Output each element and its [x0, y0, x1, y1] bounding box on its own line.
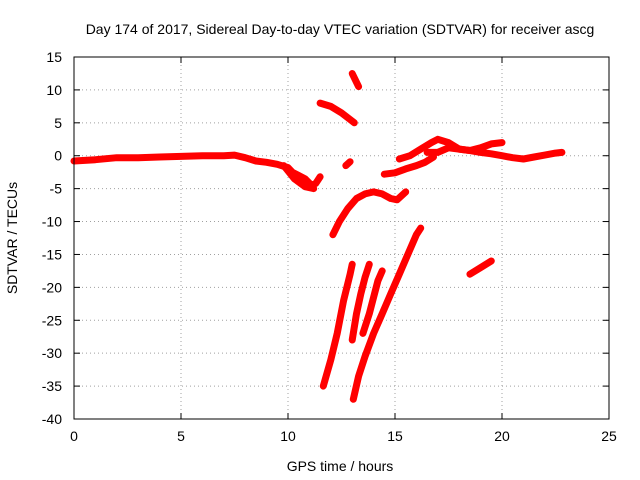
- x-tick-label: 10: [280, 428, 296, 444]
- y-tick-label: 0: [54, 148, 62, 164]
- series-arc-j: [349, 224, 425, 403]
- y-axis-label: SDTVAR / TECUs: [4, 182, 20, 294]
- series-arc-a: [316, 99, 358, 127]
- x-tick-label: 15: [387, 428, 403, 444]
- axis-ticks: 0 5 10 15 20 25 15 10 5 0 -5 -10 -15 -20 -25 -30 -35 -40: [42, 49, 617, 444]
- plot-frame: [73, 56, 610, 420]
- series-arc-c: [342, 158, 354, 170]
- y-tick-label: 15: [46, 49, 62, 65]
- data-series-group: [70, 70, 566, 403]
- series-arc-b: [348, 70, 363, 91]
- x-tick-label: 0: [70, 428, 78, 444]
- series-arc-g: [423, 144, 566, 163]
- chart-title: Day 174 of 2017, Sidereal Day-to-day VTE…: [86, 21, 595, 37]
- series-arc-l: [466, 257, 495, 278]
- series-arc-d: [329, 188, 410, 239]
- y-tick-label: -30: [42, 345, 62, 361]
- y-tick-label: 5: [54, 115, 62, 131]
- grid: [74, 57, 609, 419]
- series-arc-i: [348, 260, 373, 344]
- y-tick-label: -20: [42, 279, 62, 295]
- series-arc-k: [359, 267, 386, 337]
- series-baseline-branch: [280, 162, 318, 193]
- series-baseline: [70, 151, 324, 189]
- y-tick-label: -40: [42, 411, 62, 427]
- series-arc-h: [319, 260, 356, 390]
- y-tick-label: -35: [42, 378, 62, 394]
- x-tick-label: 20: [494, 428, 510, 444]
- series-arc-f: [395, 135, 506, 163]
- y-tick-label: 10: [46, 82, 62, 98]
- x-tick-label: 25: [601, 428, 617, 444]
- y-tick-label: -10: [42, 214, 62, 230]
- y-tick-label: -15: [42, 246, 62, 262]
- x-axis-label: GPS time / hours: [287, 458, 394, 474]
- x-tick-label: 5: [177, 428, 185, 444]
- y-tick-label: -25: [42, 312, 62, 328]
- y-tick-label: -5: [50, 181, 63, 197]
- series-arc-e: [380, 153, 437, 178]
